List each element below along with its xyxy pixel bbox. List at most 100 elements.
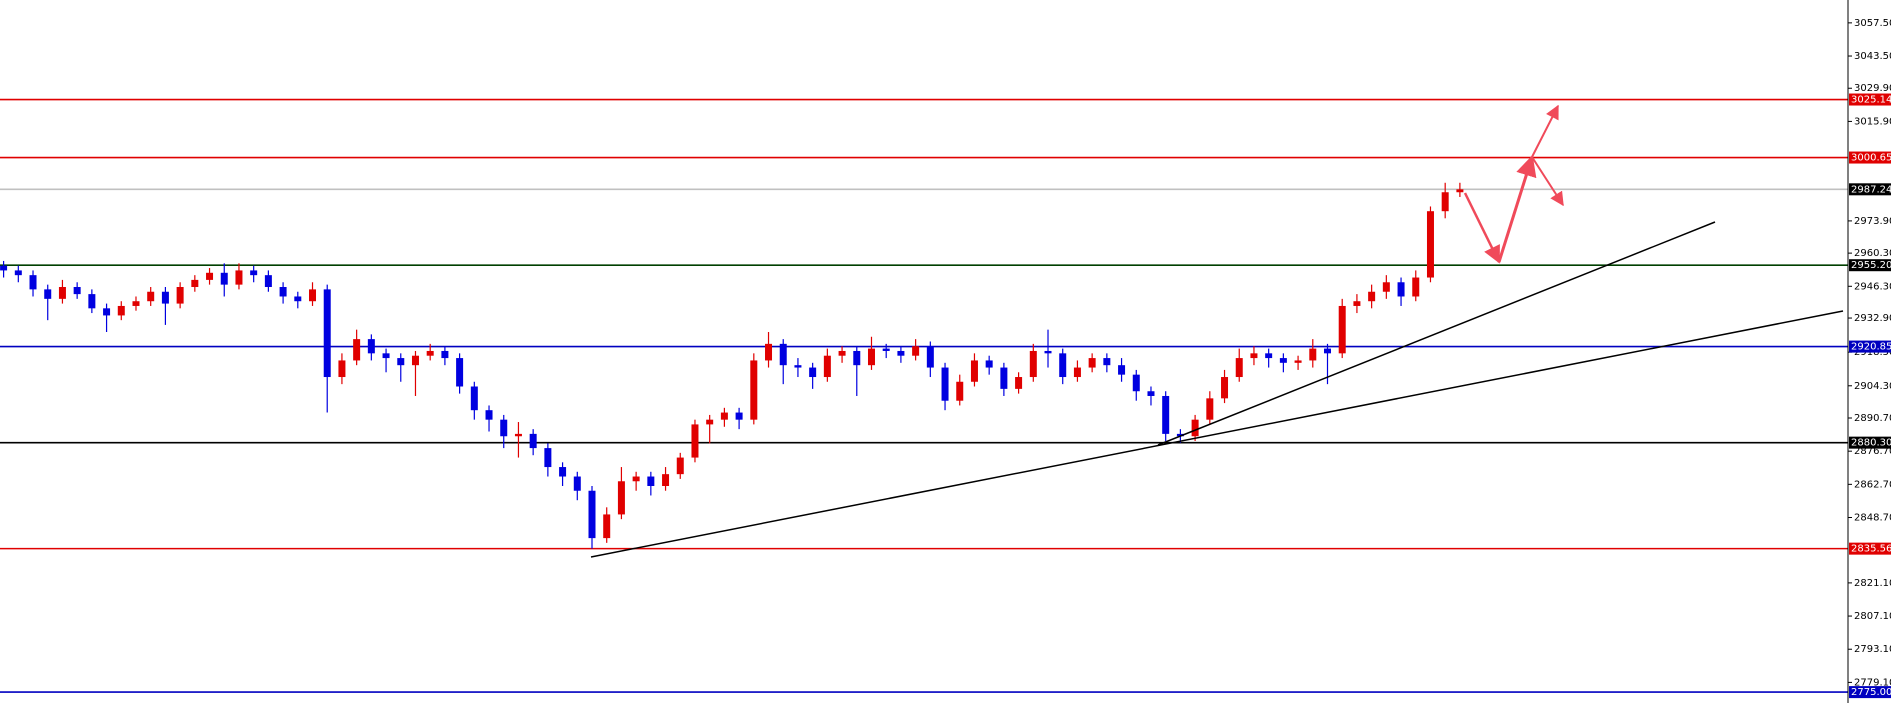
candle-body <box>691 424 699 458</box>
candle-body <box>823 355 831 378</box>
candle-body <box>1059 353 1067 378</box>
candle-body <box>58 287 66 299</box>
candle-body <box>1324 348 1331 354</box>
candle-body <box>220 272 228 285</box>
level-label-bg <box>1849 93 1891 106</box>
candle-body <box>1118 365 1126 375</box>
candle-body <box>264 275 272 288</box>
candle-body <box>1088 358 1096 368</box>
candle-body <box>970 360 978 382</box>
candle-body <box>1250 353 1258 359</box>
candle-body <box>279 287 287 297</box>
candle-body <box>926 346 934 368</box>
y-tick-label: 2904.30 <box>1854 381 1891 392</box>
candle-body <box>382 353 390 359</box>
y-tick-label: 3029.90 <box>1854 83 1891 94</box>
candle-body <box>250 270 258 276</box>
candle-body <box>573 476 581 491</box>
y-tick-label: 3015.90 <box>1854 116 1891 127</box>
candle-body <box>662 474 670 486</box>
level-label-bg <box>1849 259 1891 272</box>
candle-body <box>1132 374 1140 392</box>
level-label: 2775.00 <box>1851 687 1891 698</box>
candle-body <box>485 410 493 420</box>
candle-body <box>441 350 449 359</box>
candle-body <box>103 308 111 316</box>
y-tick-label: 2918.50 <box>1854 347 1891 358</box>
candle-body <box>1073 367 1081 378</box>
level-label: 2880.30 <box>1851 438 1891 449</box>
level-label-bg <box>1849 436 1891 449</box>
candle-body <box>853 350 861 366</box>
level-label-bg <box>1849 686 1891 699</box>
candle-body <box>338 360 346 378</box>
candle-body <box>559 467 567 477</box>
price-axis: 3057.50 3043.50 3029.90 3015.90 2973.90 2960.… <box>1848 18 1891 699</box>
candle-body <box>1382 282 1390 292</box>
trend-line <box>1157 221 1716 446</box>
level-label: 2920.85 <box>1851 342 1891 353</box>
candle-body <box>1162 395 1170 434</box>
candle-body <box>73 287 81 295</box>
y-tick-label: 2862.70 <box>1854 479 1891 490</box>
candle-body <box>323 289 331 378</box>
drawings <box>590 104 1844 558</box>
candles <box>0 182 1464 549</box>
candle-body <box>1029 350 1037 378</box>
candle-body <box>529 433 537 449</box>
level-label: 3000.65 <box>1851 153 1891 164</box>
level-label-bg <box>1849 340 1891 353</box>
candle-body <box>779 343 787 366</box>
candle-body <box>147 291 155 302</box>
y-tick-label: 2807.10 <box>1854 611 1891 622</box>
candle-body <box>912 346 920 356</box>
y-tick-label: 2821.10 <box>1854 578 1891 589</box>
candle-body <box>456 358 464 387</box>
candle-body <box>867 348 875 366</box>
level-label-bg <box>1849 542 1891 555</box>
candle-body <box>1338 305 1346 354</box>
forecast-arrow <box>1463 192 1501 264</box>
candle-body <box>1000 367 1008 389</box>
candle-body <box>1221 377 1229 399</box>
candle-body <box>1176 433 1184 437</box>
candle-body <box>838 350 846 356</box>
candle-body <box>1235 358 1243 378</box>
candle-body <box>706 419 714 425</box>
candle-body <box>235 270 243 285</box>
candle-body <box>676 457 684 475</box>
candle-body <box>1044 350 1052 354</box>
trend-line <box>590 310 1844 558</box>
level-label: 2987.24 <box>1851 184 1891 195</box>
candle-body <box>985 360 993 368</box>
candle-body <box>720 412 728 420</box>
candle-body <box>1426 211 1434 278</box>
candle-body <box>735 412 743 420</box>
y-tick-label: 2848.70 <box>1854 513 1891 524</box>
forecast-arrow <box>1531 156 1564 207</box>
level-label: 2955.20 <box>1851 260 1891 271</box>
levels <box>0 98 1848 693</box>
candle-body <box>544 448 552 468</box>
candle-body <box>632 476 640 482</box>
forecast-arrow <box>1497 154 1537 263</box>
candle-body <box>603 514 611 539</box>
candle-body <box>294 296 302 302</box>
candle-body <box>765 343 773 361</box>
candle-body <box>1015 377 1023 389</box>
candle-body <box>1368 291 1376 302</box>
candle-body <box>206 272 214 280</box>
candle-body <box>0 265 8 271</box>
candle-body <box>397 358 405 366</box>
candle-body <box>500 419 508 437</box>
candle-body <box>88 294 96 309</box>
candle-body <box>1412 277 1420 297</box>
candle-body <box>470 386 478 411</box>
candle-body <box>1441 192 1449 212</box>
level-label-bg <box>1849 151 1891 164</box>
candle-body <box>1265 353 1273 359</box>
candle-body <box>161 291 169 304</box>
level-label: 2835.56 <box>1851 544 1891 555</box>
